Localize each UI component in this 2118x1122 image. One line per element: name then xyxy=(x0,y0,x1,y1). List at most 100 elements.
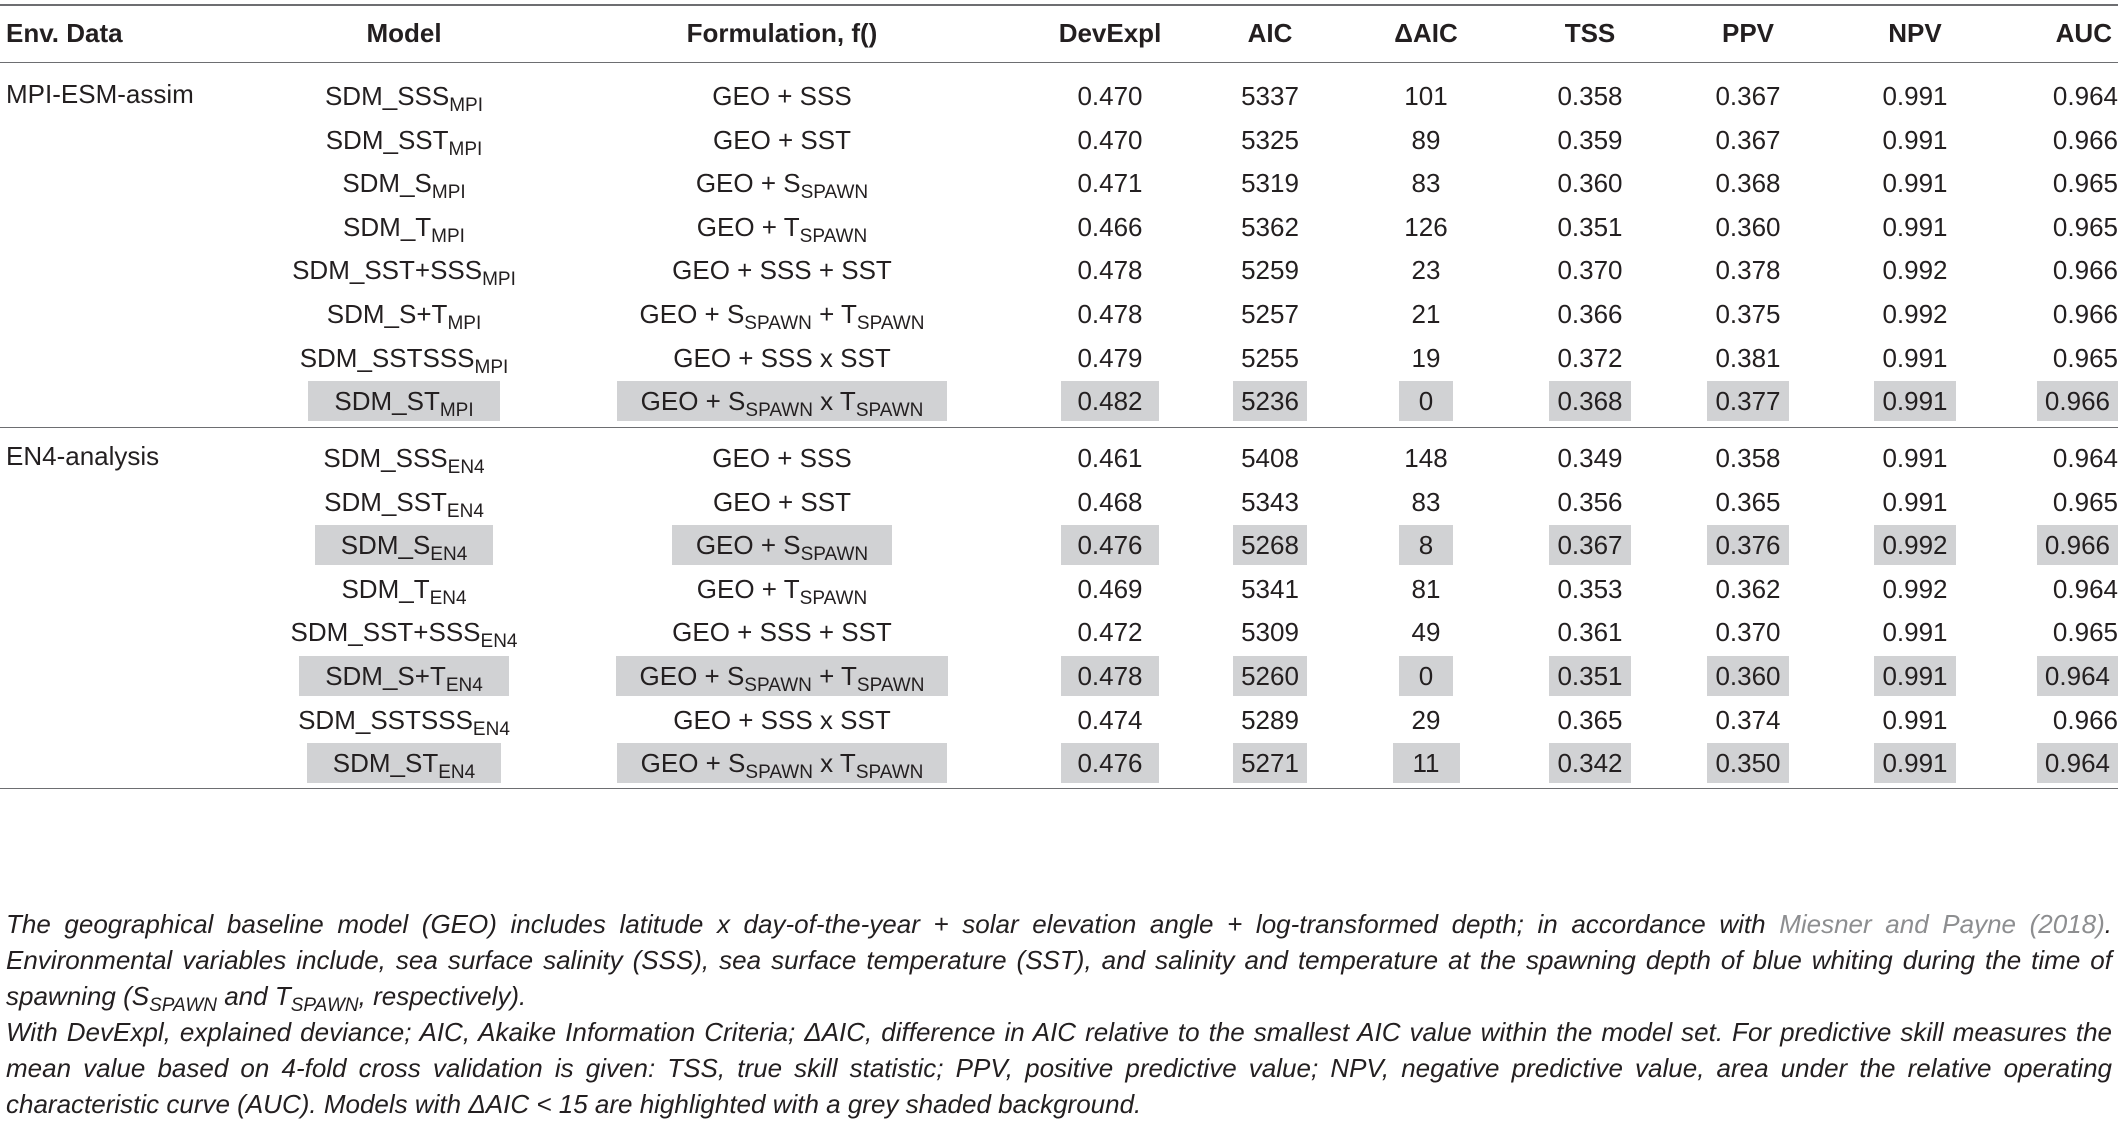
cell-daic: 89 xyxy=(1366,116,1486,160)
cell-daic: 126 xyxy=(1366,203,1486,247)
formula-term: GEO + SST xyxy=(713,486,851,517)
cell-tss: 0.359 xyxy=(1530,116,1650,160)
model-subscript: EN4 xyxy=(480,631,518,653)
cell-formula: GEO + SSS + SST xyxy=(604,608,960,652)
cell-devexpl-text: 0.466 xyxy=(1077,211,1143,242)
cell-model-text: SDM_SSSEN4 xyxy=(323,438,484,478)
formula-term: GEO + S xyxy=(695,168,801,199)
model-name: SDM_SSS xyxy=(324,81,450,111)
cell-devexpl: 0.474 xyxy=(1030,696,1190,740)
cell-devexpl: 0.476 xyxy=(1030,521,1190,566)
cell-auc-text: 0.964 xyxy=(2036,656,2118,696)
model-name: SDM_T xyxy=(341,573,430,604)
cell-devexpl: 0.470 xyxy=(1030,116,1190,160)
cell-auc: 0.965 xyxy=(2000,203,2118,247)
formula-term: + T xyxy=(811,299,857,329)
cell-tss: 0.372 xyxy=(1530,334,1650,378)
cell-ppv: 0.378 xyxy=(1688,246,1808,290)
cell-aic-text: 5362 xyxy=(1241,211,1299,242)
cell-npv-text: 0.991 xyxy=(1882,168,1948,199)
cell-tss-text: 0.358 xyxy=(1557,81,1623,111)
cell-formula: GEO + SSS + SST xyxy=(604,246,960,290)
cell-auc-text: 0.964 xyxy=(2052,443,2118,473)
formula-term: GEO + S xyxy=(639,299,745,329)
cell-ppv: 0.367 xyxy=(1688,72,1808,116)
model-name: SDM_SSTSSS xyxy=(299,342,475,373)
cell-npv: 0.991 xyxy=(1855,608,1975,652)
cell-npv-text: 0.992 xyxy=(1874,525,1956,566)
cell-auc-text: 0.966 xyxy=(2036,525,2118,566)
cell-aic: 5343 xyxy=(1210,478,1330,522)
model-name: SDM_SST xyxy=(324,486,447,517)
header-npv: NPV xyxy=(1888,18,1942,48)
cell-auc-text: 0.966 xyxy=(2052,299,2118,329)
header-auc: AUC xyxy=(2055,18,2112,48)
table-row: SDM_SSTSSSEN4 GEO + SSS x SST 0.474 5289 29 0… xyxy=(0,696,2118,740)
cell-devexpl-text: 0.474 xyxy=(1077,704,1143,735)
model-subscript: EN4 xyxy=(429,587,467,609)
cell-auc: 0.965 xyxy=(2000,478,2118,522)
cell-tss: 0.351 xyxy=(1530,652,1650,696)
table-row: SDM_SEN4 GEO + SSPAWN 0.476 5268 8 0.367 0.376… xyxy=(0,521,2118,566)
cell-auc: 0.965 xyxy=(2000,159,2118,203)
model-subscript: MPI xyxy=(448,138,483,160)
cell-aic: 5236 xyxy=(1210,377,1330,422)
cell-aic-text: 5289 xyxy=(1241,704,1299,735)
table-row: SDM_S+TMPI GEO + SSPAWN + TSPAWN 0.478 5257… xyxy=(0,290,2118,334)
cell-formula-text: GEO + SSPAWN + TSPAWN xyxy=(640,294,925,334)
cell-npv-text: 0.992 xyxy=(1882,255,1948,286)
cell-ppv-text: 0.368 xyxy=(1715,168,1781,199)
cell-aic: 5255 xyxy=(1210,334,1330,378)
cell-npv: 0.992 xyxy=(1855,521,1975,566)
cell-aic: 5362 xyxy=(1210,203,1330,247)
cell-model: SDM_SSTEN4 xyxy=(254,478,554,522)
cell-daic-text: 29 xyxy=(1411,704,1441,735)
cell-tss: 0.358 xyxy=(1530,72,1650,116)
cell-npv: 0.991 xyxy=(1855,478,1975,522)
cell-devexpl-text: 0.470 xyxy=(1077,124,1143,155)
cell-aic: 5268 xyxy=(1210,521,1330,566)
cell-daic-text: 19 xyxy=(1411,342,1441,373)
cell-daic-text: 0 xyxy=(1398,381,1454,422)
cell-auc-text: 0.965 xyxy=(2052,342,2118,373)
formula-term: GEO + SSS x SST xyxy=(673,704,891,735)
cell-npv: 0.991 xyxy=(1855,203,1975,247)
table-row: SDM_SMPI GEO + SSPAWN 0.471 5319 83 0.360 0.36… xyxy=(0,159,2118,203)
cell-formula-text: GEO + SSS x SST xyxy=(673,338,890,378)
cell-tss-text: 0.351 xyxy=(1557,211,1623,242)
table-row: SDM_SST+SSSEN4 GEO + SSS + SST 0.472 5309 49… xyxy=(0,608,2118,652)
cell-npv-text: 0.991 xyxy=(1882,211,1948,242)
model-name: SDM_S xyxy=(340,530,431,561)
model-subscript: EN4 xyxy=(447,457,485,478)
footnote-paragraph-2: With DevExpl, explained deviance; AIC, A… xyxy=(6,1014,2112,1122)
cell-daic-text: 89 xyxy=(1411,124,1441,155)
cell-aic: 5271 xyxy=(1210,739,1330,784)
cell-auc-text: 0.964 xyxy=(2036,743,2118,784)
cell-formula-text: GEO + SSPAWN x TSPAWN xyxy=(616,381,948,422)
cell-aic: 5309 xyxy=(1210,608,1330,652)
cell-tss: 0.342 xyxy=(1530,739,1650,784)
cell-devexpl-text: 0.469 xyxy=(1077,573,1143,604)
cell-npv: 0.991 xyxy=(1855,72,1975,116)
cell-aic: 5289 xyxy=(1210,696,1330,740)
cell-model-text: SDM_SSSMPI xyxy=(325,76,483,116)
citation-link[interactable]: Miesner and Payne (2018) xyxy=(1779,909,2105,939)
cell-ppv-text: 0.367 xyxy=(1715,81,1781,111)
formula-term: x T xyxy=(812,386,856,417)
cell-aic-text: 5255 xyxy=(1241,342,1299,373)
cell-aic-text: 5325 xyxy=(1241,124,1299,155)
cell-auc: 0.964 xyxy=(2000,72,2118,116)
cell-devexpl: 0.461 xyxy=(1030,434,1190,478)
cell-npv-text: 0.992 xyxy=(1882,573,1948,604)
cell-model: SDM_S+TMPI xyxy=(254,290,554,334)
cell-formula: GEO + SST xyxy=(604,478,960,522)
cell-auc: 0.966 xyxy=(2000,290,2118,334)
cell-devexpl: 0.478 xyxy=(1030,652,1190,696)
formula-subscript: SPAWN xyxy=(800,544,869,566)
formula-subscript: SPAWN xyxy=(800,182,869,204)
cell-devexpl: 0.468 xyxy=(1030,478,1190,522)
cell-formula: GEO + SSS xyxy=(604,72,960,116)
cell-model-text: SDM_SSTSSSEN4 xyxy=(298,700,510,740)
cell-aic: 5408 xyxy=(1210,434,1330,478)
cell-npv: 0.991 xyxy=(1855,116,1975,160)
